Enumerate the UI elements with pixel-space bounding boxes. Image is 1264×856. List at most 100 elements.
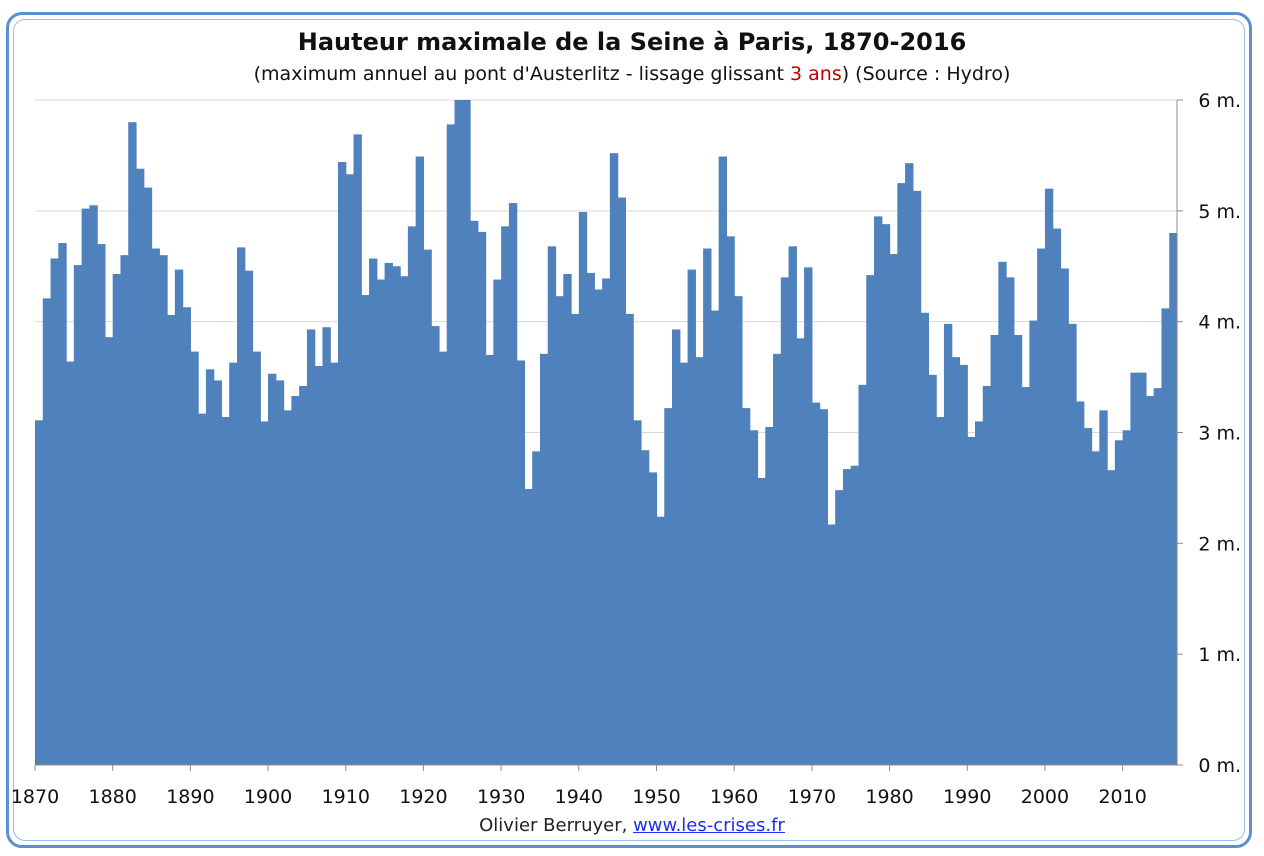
bar — [112, 274, 122, 765]
bar — [89, 205, 98, 765]
x-tick-label: 1880 — [89, 786, 137, 808]
bar — [881, 224, 891, 766]
bar — [1021, 387, 1030, 765]
bar — [710, 310, 720, 765]
x-tick-label: 1990 — [943, 786, 991, 808]
bar — [648, 472, 658, 765]
bar — [1169, 233, 1178, 765]
x-tick-label: 1960 — [710, 786, 758, 808]
x-tick-label: 1910 — [322, 786, 370, 808]
bar — [1153, 388, 1163, 765]
bar — [1060, 268, 1069, 765]
bar — [299, 385, 308, 765]
y-tick-label: 3 m. — [1198, 423, 1241, 445]
bar — [827, 524, 836, 765]
bar — [151, 248, 160, 765]
bar — [182, 307, 191, 765]
bar — [477, 231, 487, 765]
bar — [539, 353, 549, 765]
y-tick-label: 5 m. — [1198, 201, 1241, 223]
bars — [35, 100, 1178, 766]
subtitle-text-end: ) (Source : Hydro) — [841, 63, 1011, 85]
subtitle-smoothing-window: 3 ans — [790, 63, 842, 85]
bar — [198, 413, 207, 765]
bar — [788, 246, 797, 766]
bar — [260, 421, 269, 765]
bar — [547, 246, 557, 766]
bar — [757, 477, 766, 765]
bar — [423, 249, 432, 765]
bar — [1083, 428, 1093, 765]
bar — [81, 208, 90, 765]
bar — [330, 362, 339, 765]
bar — [951, 357, 961, 765]
bar — [369, 258, 378, 765]
bar — [811, 402, 821, 765]
bar — [874, 216, 883, 765]
bar — [415, 156, 425, 765]
x-tick-label: 1870 — [11, 786, 59, 808]
bar — [975, 421, 984, 765]
bar — [889, 254, 898, 765]
bar — [780, 277, 790, 765]
credit-line: Olivier Berruyer, www.les-crises.fr — [0, 815, 1264, 836]
chart-title: Hauteur maximale de la Seine à Paris, 18… — [297, 28, 967, 56]
bar — [571, 313, 580, 765]
bar — [516, 360, 526, 765]
bar — [858, 384, 867, 765]
bar — [438, 351, 448, 765]
bar — [1099, 410, 1108, 765]
bar — [143, 187, 153, 765]
bar — [1052, 228, 1062, 766]
bar — [695, 357, 704, 765]
bar — [1107, 470, 1116, 765]
bar — [703, 248, 712, 765]
bar — [982, 385, 992, 765]
bar — [454, 100, 463, 765]
bar — [796, 338, 805, 765]
bar — [42, 298, 52, 765]
bar — [998, 261, 1007, 765]
y-tick-label: 1 m. — [1198, 644, 1241, 666]
x-tick-label: 1940 — [555, 786, 603, 808]
bar — [159, 255, 168, 765]
bar — [897, 183, 906, 765]
y-tick-label: 6 m. — [1198, 90, 1241, 112]
credit-link[interactable]: www.les-crises.fr — [633, 815, 785, 836]
bar — [431, 326, 440, 765]
bar — [35, 420, 44, 765]
y-tick-label: 0 m. — [1198, 755, 1241, 777]
x-tick-label: 1950 — [632, 786, 680, 808]
bar — [392, 266, 401, 765]
axes: 0 m. 1 m. 2 m. 3 m. 4 m. 5 m. 6 m. 1870 1880 1890… — [11, 90, 1241, 808]
bar — [672, 329, 681, 765]
bar — [532, 451, 541, 765]
x-tick-label: 2000 — [1021, 786, 1069, 808]
bar — [470, 220, 479, 765]
bar — [485, 354, 494, 765]
bar — [345, 174, 355, 766]
x-tick-label: 1900 — [244, 786, 292, 808]
bar — [765, 426, 774, 765]
x-tick-label: 1970 — [788, 786, 836, 808]
bar — [718, 156, 728, 765]
bar — [275, 380, 285, 765]
x-tick-label: 2010 — [1098, 786, 1146, 808]
bar — [236, 247, 246, 766]
bar — [229, 362, 238, 765]
bar — [850, 465, 860, 765]
bar — [959, 364, 968, 765]
bar — [493, 279, 502, 765]
bar — [213, 380, 223, 765]
bar — [1076, 401, 1085, 765]
bar — [244, 270, 254, 765]
bar — [625, 313, 634, 765]
y-tick-label: 4 m. — [1198, 312, 1241, 334]
bar — [609, 153, 619, 765]
bar — [726, 236, 735, 765]
bar — [1130, 372, 1139, 765]
bar — [749, 430, 759, 765]
bar — [1068, 323, 1077, 765]
bar — [594, 289, 603, 765]
